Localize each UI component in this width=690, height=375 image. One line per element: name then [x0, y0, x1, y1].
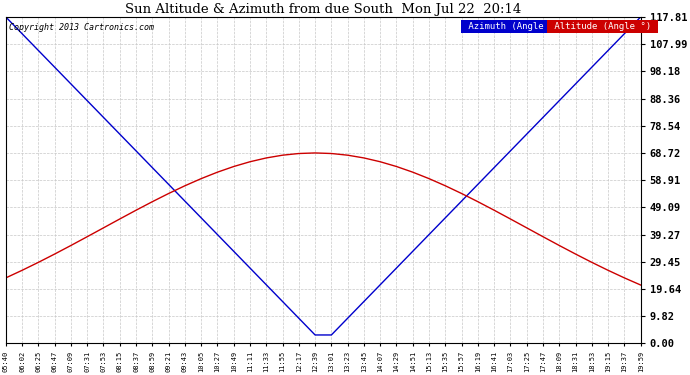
Text: Azimuth (Angle °): Azimuth (Angle °) — [535, 22, 638, 31]
Text: Azimuth (Angle °): Azimuth (Angle °) — [463, 22, 565, 31]
Text: Altitude (Angle °): Altitude (Angle °) — [549, 22, 656, 31]
Text: Copyright 2013 Cartronics.com: Copyright 2013 Cartronics.com — [9, 24, 154, 33]
Title: Sun Altitude & Azimuth from due South  Mon Jul 22  20:14: Sun Altitude & Azimuth from due South Mo… — [125, 3, 522, 16]
